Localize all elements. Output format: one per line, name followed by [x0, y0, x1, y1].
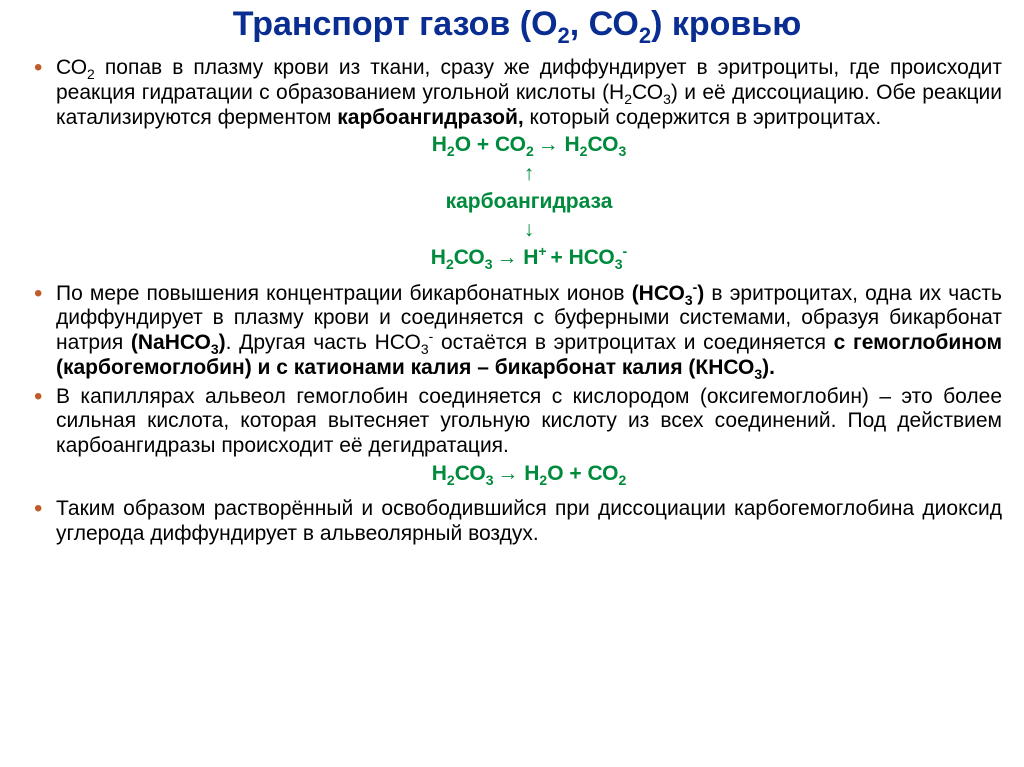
equation-line: ↓ — [56, 217, 1002, 243]
slide-title: Транспорт газов (О2, СО2) кровью — [32, 6, 1002, 48]
list-item: Таким образом растворённый и освободивши… — [32, 497, 1002, 547]
bullet-body: В капиллярах альвеол гемоглобин соединяе… — [56, 385, 1002, 459]
equation-line: ↑ — [56, 161, 1002, 187]
equation-line: Н2СО3 → Н2О + СО2 — [56, 461, 1002, 487]
list-item: СО2 попав в плазму крови из ткани, сразу… — [32, 56, 1002, 272]
bullet-body: По мере повышения концентрации бикарбона… — [56, 282, 1002, 381]
list-item: По мере повышения концентрации бикарбона… — [32, 282, 1002, 381]
bullet-body: Таким образом растворённый и освободивши… — [56, 497, 1002, 547]
slide: Транспорт газов (О2, СО2) кровью СО2 поп… — [0, 0, 1024, 767]
equation-line: Н2СО3 → Н+ + НСО3- — [56, 245, 1002, 271]
equation-line: карбоангидраза — [56, 189, 1002, 215]
list-item: В капиллярах альвеол гемоглобин соединяе… — [32, 385, 1002, 488]
bullet-body: СО2 попав в плазму крови из ткани, сразу… — [56, 56, 1002, 130]
equation-block: Н2СО3 → Н2О + СО2 — [56, 461, 1002, 487]
equation-block: Н2О + СО2 → Н2СО3 ↑ карбоангидраза ↓ Н2С… — [56, 132, 1002, 271]
equation-line: Н2О + СО2 → Н2СО3 — [56, 132, 1002, 158]
bullet-list: СО2 попав в плазму крови из ткани, сразу… — [32, 56, 1002, 547]
